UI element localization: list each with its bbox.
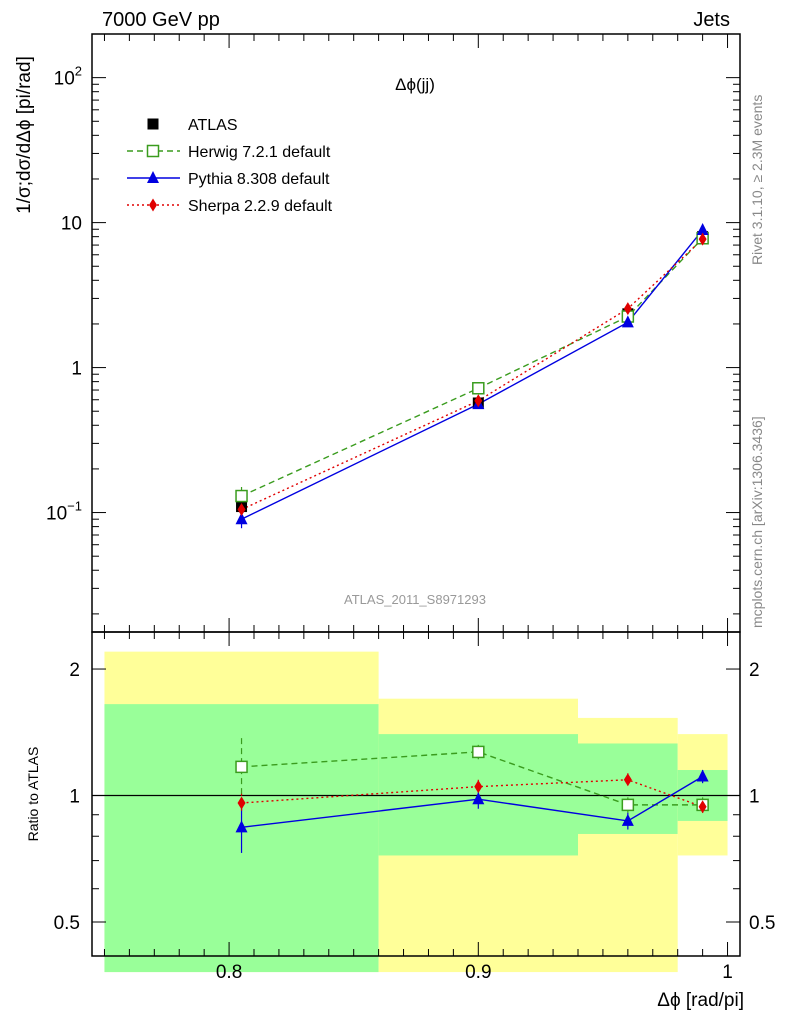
ratio-point-2-0: [237, 796, 246, 810]
series-lines: [241, 229, 704, 829]
side-label-mcplots: mcplots.cern.ch [arXiv:1306.3436]: [749, 416, 765, 628]
plot-title: Δϕ(jj): [395, 75, 435, 94]
main-y-axis-label: 1/σ;dσ/dΔϕ [pi/rad]: [14, 56, 35, 214]
main-ytick-label-base-3: 10: [46, 504, 67, 525]
ratio-point-2-3: [698, 800, 707, 814]
axis-ticks: [92, 33, 740, 956]
ratio-point-1-1: [472, 792, 485, 805]
xtick-label-1: 0.9: [465, 962, 491, 983]
legend-marker-3: [149, 198, 157, 212]
main-ytick-label-base-2: 1: [71, 359, 82, 380]
xtick-label-0: 0.8: [216, 962, 242, 983]
ratio-ytick-label-left-2: 0.5: [54, 913, 80, 934]
legend: ATLAS Herwig 7.2.1 default Pythia 8.308 de…: [127, 117, 333, 215]
legend-label-1: Herwig 7.2.1 default: [188, 144, 331, 161]
main-ytick-label-exp-3: −1: [67, 499, 82, 514]
main-series-line-3: [241, 238, 704, 511]
main-ytick-label-3: 10−1: [46, 499, 82, 525]
ratio-ytick-label-right-1: 1: [749, 787, 760, 808]
legend-marker-1: [146, 144, 160, 158]
ratio-bands: [104, 651, 728, 973]
ratio-point-1-2: [621, 813, 634, 826]
header-right: Jets: [693, 9, 730, 31]
ratio-series-line-1: [241, 775, 703, 829]
main-point-3-3: [698, 232, 707, 246]
main-ytick-label-1: 10: [61, 214, 82, 235]
ratio-point-0-0: [235, 760, 248, 774]
main-ytick-label-base-1: 10: [61, 214, 82, 235]
main-point-3-2: [623, 302, 632, 316]
ratio-point-0-2: [621, 798, 635, 812]
ratio-point-2-2: [623, 773, 632, 787]
main-ytick-label-2: 1: [71, 359, 82, 380]
main-point-1-0: [235, 489, 248, 503]
main-point-2-2: [621, 315, 634, 328]
main-point-3-0: [237, 502, 246, 516]
x-axis-label: Δϕ [rad/pi]: [657, 990, 744, 1011]
ratio-series-line-2: [241, 779, 703, 808]
main-series-line-2: [241, 229, 704, 520]
main-point-3-1: [474, 394, 483, 408]
main-point-1-1: [472, 382, 485, 395]
ratio-ytick-label-right-2: 0.5: [749, 913, 775, 934]
ratio-series-line-0: [241, 751, 703, 806]
legend-label-0: ATLAS: [188, 117, 238, 134]
main-point-2-3: [696, 222, 709, 235]
ratio-point-0-1: [472, 745, 485, 759]
header-left: 7000 GeV pp: [102, 9, 220, 31]
ratio-ytick-label-left-0: 2: [69, 660, 80, 681]
watermark-label: ATLAS_2011_S8971293: [344, 592, 486, 607]
side-label-rivet: Rivet 3.1.10, ≥ 2.3M events: [749, 95, 765, 265]
xtick-label-2: 1: [722, 962, 733, 983]
ratio-plot-frame: [91, 631, 741, 957]
ratio-point-1-0: [235, 820, 248, 833]
ratio-y-axis-label: Ratio to ATLAS: [25, 747, 41, 842]
main-ytick-label-base-0: 10: [54, 69, 75, 90]
main-ytick-label-exp-0: 2: [75, 64, 82, 79]
data-markers: [235, 222, 709, 833]
ratio-point-1-3: [696, 769, 709, 782]
main-series-line-1: [241, 237, 704, 497]
main-ytick-label-0: 102: [54, 64, 82, 90]
ratio-point-2-1: [474, 780, 483, 794]
legend-label-3: Sherpa 2.2.9 default: [188, 198, 333, 215]
ratio-ytick-label-right-0: 2: [749, 660, 760, 681]
legend-marker-2: [147, 171, 159, 183]
legend-marker-0: [147, 118, 159, 130]
main-point-2-0: [235, 512, 248, 525]
ratio-ytick-label-left-1: 1: [69, 787, 80, 808]
legend-label-2: Pythia 8.308 default: [188, 171, 330, 188]
